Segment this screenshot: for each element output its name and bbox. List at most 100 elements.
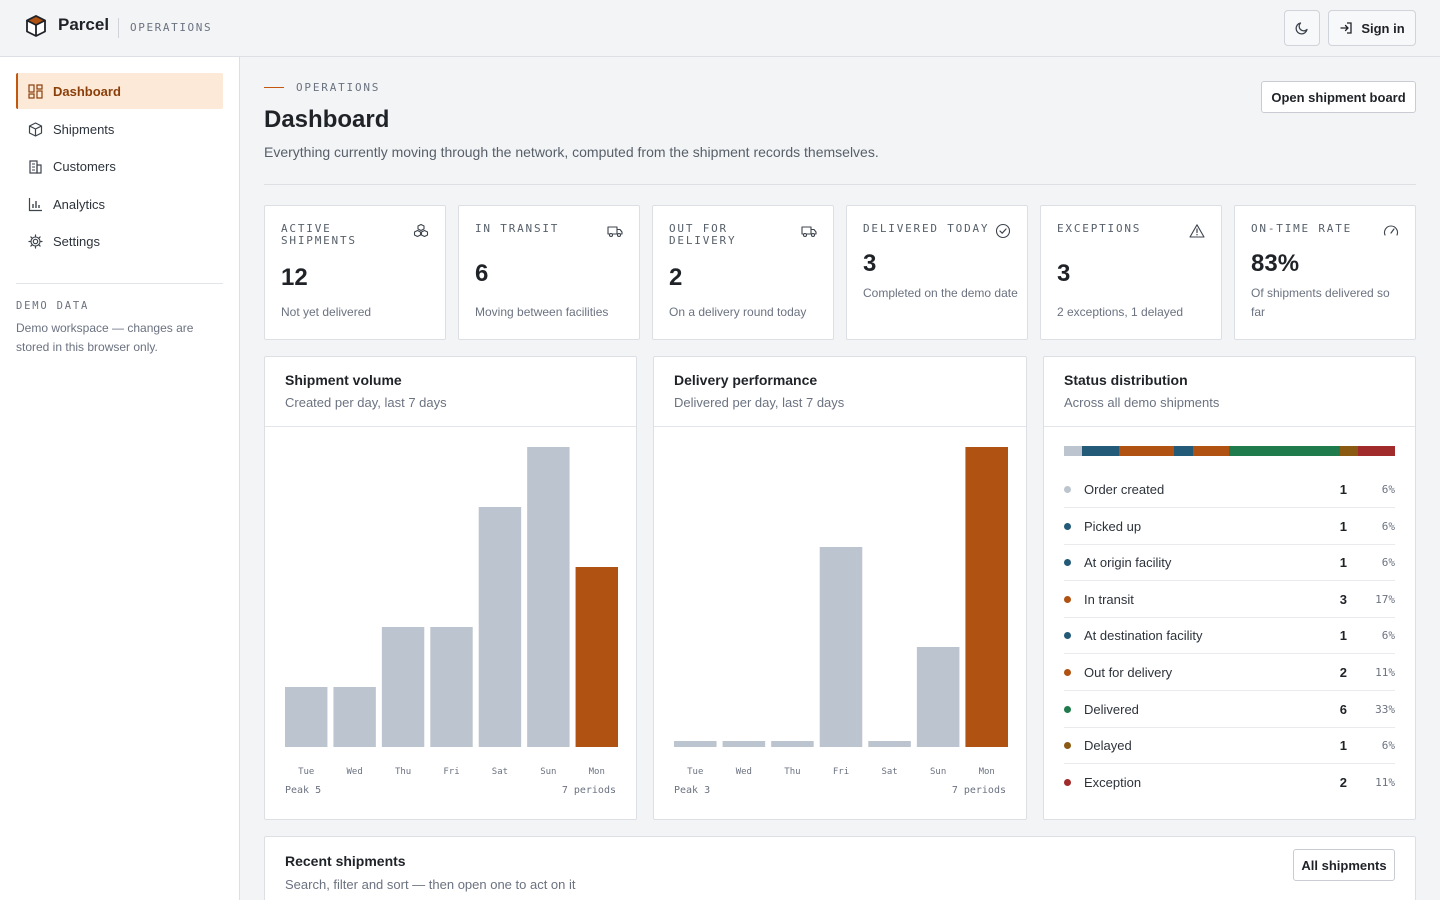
open-shipment-board-button[interactable]: Open shipment board — [1261, 81, 1416, 113]
sidebar-item-settings[interactable]: Settings — [16, 223, 223, 259]
status-row: Picked up 1 6% — [1064, 509, 1395, 545]
stat-label: IN TRANSIT — [475, 222, 560, 235]
sidebar-item-label: Shipments — [53, 121, 115, 137]
status-percent: 33% — [1375, 702, 1395, 716]
panel-title: Shipment volume — [285, 372, 402, 388]
status-row: Exception 2 11% — [1064, 765, 1395, 801]
status-name: Out for delivery — [1084, 665, 1173, 680]
status-row: Order created 1 6% — [1064, 472, 1395, 508]
stat-value: 6 — [475, 260, 489, 287]
status-bar-segment — [1064, 446, 1083, 456]
status-name: At destination facility — [1084, 628, 1203, 644]
chart-tick-label: Wed — [347, 767, 363, 777]
sign-in-icon — [1340, 22, 1352, 34]
brand-section-label: OPERATIONS — [130, 21, 213, 34]
stat-label: ACTIVE SHIPMENTS — [281, 222, 357, 247]
chart-tick-label: Sun — [930, 767, 946, 777]
status-percent: 6% — [1381, 483, 1395, 496]
chart-bar-mon — [965, 447, 1008, 747]
status-name: In transit — [1084, 591, 1134, 607]
package-icon — [28, 121, 43, 137]
stat-note: Not yet delivered — [281, 305, 372, 319]
status-dot — [1064, 705, 1071, 713]
status-percent: 17% — [1375, 592, 1395, 606]
panel-title: Recent shipments — [285, 853, 406, 869]
status-name: At origin facility — [1084, 555, 1172, 571]
shipment-volume-chart: Tue Wed Thu Fri Sat Sun Mon — [285, 447, 618, 777]
page-eyebrow: OPERATIONS — [296, 81, 381, 94]
status-bar-segment — [1192, 446, 1230, 456]
boxes-icon — [413, 223, 429, 238]
stat-value: 3 — [863, 250, 877, 277]
chart-bar-sat — [868, 741, 911, 747]
status-count: 2 — [1339, 775, 1347, 791]
panel-subtitle: Across all demo shipments — [1064, 395, 1220, 410]
sidebar-item-label: Customers — [53, 158, 116, 174]
chart-periods-label: 7 periods — [561, 785, 616, 796]
bar-chart-icon — [28, 197, 42, 211]
chart-periods-label: 7 periods — [951, 785, 1006, 796]
stat-value: 83% — [1251, 250, 1300, 277]
stat-card-active-shipments: ACTIVE SHIPMENTS 12 Not yet delivered — [264, 205, 446, 340]
theme-toggle-button[interactable] — [1284, 10, 1320, 46]
status-name: Order created — [1084, 482, 1165, 497]
sidebar-item-shipments[interactable]: Shipments — [16, 111, 223, 147]
stat-label: ON-TIME RATE — [1251, 222, 1353, 235]
sidebar-item-label: Analytics — [53, 196, 106, 212]
delivery-performance-chart: Tue Wed Thu Fri Sat Sun Mon — [674, 447, 1008, 777]
status-bar-segment — [1229, 446, 1340, 456]
status-dot — [1064, 595, 1071, 603]
sidebar-item-analytics[interactable]: Analytics — [16, 186, 223, 222]
brand-divider — [118, 18, 119, 38]
status-bar-segment — [1339, 446, 1359, 456]
chart-bar-fri — [819, 547, 863, 747]
chart-bar-sun — [916, 647, 960, 747]
chart-peak-label: Peak 5 — [285, 785, 322, 796]
all-shipments-button[interactable]: All shipments — [1293, 849, 1395, 881]
chart-bar-mon — [575, 567, 618, 747]
status-row: Delivered 6 33% — [1064, 692, 1395, 728]
sidebar-divider — [16, 283, 223, 284]
page-subtitle: Everything currently moving through the … — [264, 144, 879, 160]
chart-bar-tue — [285, 687, 328, 747]
stat-value: 2 — [669, 264, 683, 291]
sidebar-item-customers[interactable]: Customers — [16, 148, 223, 184]
stat-label: OUT FOR DELIVERY — [669, 222, 737, 247]
delivery-performance-panel: Delivery performance Delivered per day, … — [653, 356, 1027, 820]
status-row: In transit 3 17% — [1064, 582, 1395, 618]
status-dot — [1064, 522, 1071, 530]
sign-in-label: Sign in — [1361, 20, 1405, 36]
panel-header: Status distribution Across all demo ship… — [1044, 357, 1415, 427]
brand-name[interactable]: Parcel — [58, 15, 110, 34]
stat-label: EXCEPTIONS — [1057, 222, 1142, 235]
parcel-logo-icon — [26, 15, 46, 37]
status-dot — [1064, 669, 1071, 676]
status-percent: 11% — [1375, 666, 1395, 679]
stat-value: 3 — [1057, 260, 1071, 287]
recent-shipments-panel: Recent shipments Search, filter and sort… — [264, 836, 1416, 900]
status-name: Delayed — [1084, 738, 1132, 754]
chart-tick-label: Thu — [395, 767, 411, 777]
sign-in-button[interactable]: Sign in — [1328, 10, 1416, 46]
demo-data-text: Demo workspace — changes are stored in t… — [16, 321, 194, 354]
stat-card-exceptions: EXCEPTIONS 3 2 exceptions, 1 delayed — [1040, 205, 1222, 340]
status-dot — [1064, 779, 1071, 787]
chart-bar-sat — [478, 507, 522, 747]
status-row: Delayed 1 6% — [1064, 728, 1395, 765]
panel-subtitle: Search, filter and sort — then open one … — [285, 877, 576, 892]
status-count: 1 — [1339, 555, 1347, 571]
status-bar-segment — [1174, 446, 1193, 456]
panel-header: Delivery performance Delivered per day, … — [654, 357, 1026, 427]
stat-label: DELIVERED TODAY — [863, 222, 990, 235]
status-percent: 11% — [1375, 776, 1395, 790]
chart-tick-label: Tue — [298, 767, 314, 777]
stat-note: 2 exceptions, 1 delayed — [1057, 305, 1184, 319]
sidebar-item-dashboard[interactable]: Dashboard — [16, 73, 223, 109]
stat-card-in-transit: IN TRANSIT 6 Moving between facilities — [458, 205, 640, 340]
status-bar-segment — [1119, 446, 1175, 456]
status-distribution-panel: Status distribution Across all demo ship… — [1043, 356, 1416, 820]
moon-icon — [1295, 22, 1308, 35]
status-name: Exception — [1084, 775, 1142, 791]
status-bar-segment — [1082, 446, 1101, 456]
chart-tick-label: Thu — [784, 767, 800, 777]
